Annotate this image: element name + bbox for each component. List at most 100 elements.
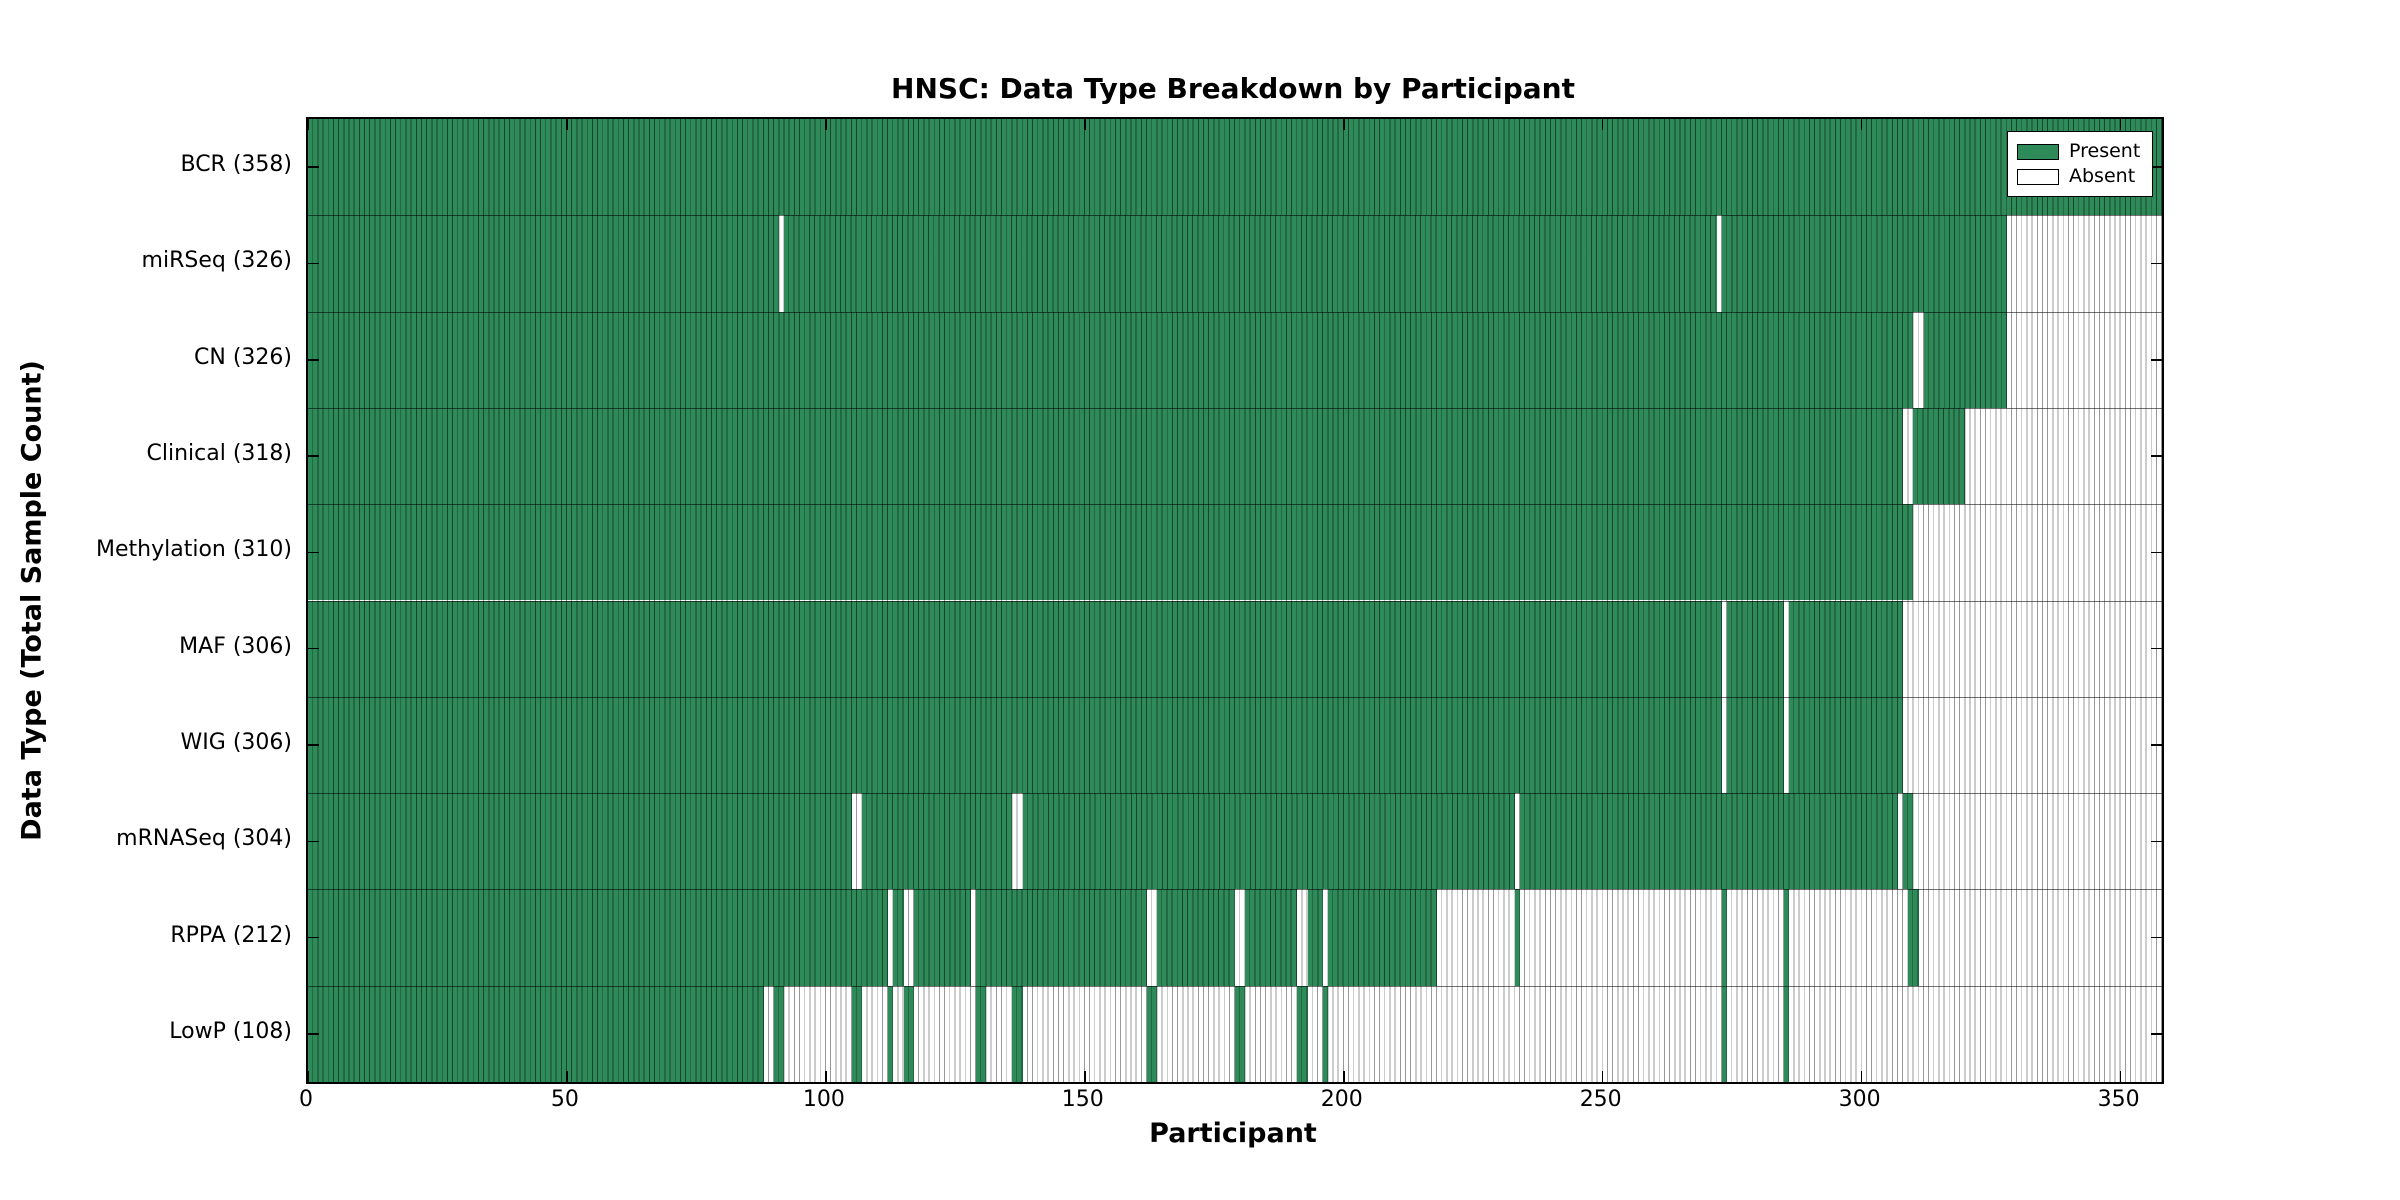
y-tick-label: LowP (108) (169, 1018, 292, 1044)
x-tick-label: 350 (2097, 1087, 2140, 1112)
y-tick-left (308, 455, 319, 457)
y-tick-label: BCR (358) (180, 152, 292, 178)
x-tick-label: 0 (299, 1087, 313, 1112)
y-tick-left (308, 647, 319, 650)
plot-area: Present Absent (306, 117, 2164, 1084)
x-tick-bottom (1343, 1071, 1345, 1082)
present-segment (1519, 793, 1898, 890)
present-segment (308, 985, 764, 1082)
present-segment (888, 985, 894, 1082)
present-segment (976, 985, 987, 1082)
y-tick-label: miRSeq (326) (141, 248, 292, 274)
present-segment (1323, 985, 1329, 1082)
y-tick-right (2151, 647, 2162, 650)
x-axis-label: Participant (1149, 1118, 1317, 1149)
legend: Present Absent (2007, 131, 2153, 197)
x-tick-label: 200 (1320, 1087, 1363, 1112)
y-tick-right (2151, 359, 2162, 361)
y-tick-label: CN (326) (194, 344, 292, 370)
present-segment (1726, 600, 1784, 697)
y-tick-right (2151, 262, 2162, 265)
legend-label-absent: Absent (2069, 165, 2136, 187)
present-segment (308, 119, 2162, 216)
x-tick-top (1601, 119, 1604, 130)
legend-swatch-absent-icon (2017, 168, 2059, 185)
present-segment (1923, 311, 2007, 408)
x-tick-bottom (2119, 1071, 2122, 1082)
present-segment (1235, 985, 1246, 1082)
y-tick-label: Clinical (318) (146, 441, 292, 466)
y-tick-right (2151, 936, 2162, 939)
present-segment (1908, 889, 1919, 986)
y-tick-left (308, 840, 319, 842)
x-tick-top (1860, 119, 1863, 130)
present-segment (913, 889, 971, 986)
present-segment (308, 600, 1722, 697)
present-segment (903, 985, 914, 1082)
present-segment (308, 311, 1914, 408)
present-segment (1514, 889, 1520, 986)
present-segment (1783, 985, 1790, 1082)
y-tick-left (308, 262, 319, 265)
x-tick-top (1343, 119, 1345, 130)
legend-entry-present: Present (2017, 139, 2142, 164)
present-segment (1721, 889, 1727, 986)
present-segment (1157, 889, 1235, 986)
y-tick-left (308, 1033, 319, 1035)
present-segment (308, 793, 852, 890)
y-tick-left (308, 744, 319, 746)
x-tick-top (825, 119, 827, 130)
present-segment (862, 793, 1013, 890)
y-tick-left (308, 359, 319, 361)
row-separator (308, 407, 2162, 409)
y-tick-left (308, 936, 319, 939)
present-segment (1328, 889, 1437, 986)
row-separator (308, 985, 2162, 987)
y-tick-left (308, 551, 319, 554)
row-separator (308, 889, 2162, 891)
present-segment (1721, 985, 1727, 1082)
x-tick-bottom (566, 1071, 568, 1082)
y-tick-label: WIG (306) (180, 729, 292, 755)
y-tick-label: RPPA (212) (170, 922, 292, 948)
y-tick-right (2151, 840, 2162, 842)
present-segment (1721, 215, 2007, 312)
x-tick-bottom (307, 1071, 309, 1082)
y-tick-right (2151, 551, 2162, 554)
present-segment (1913, 407, 1966, 505)
present-segment (308, 889, 889, 986)
present-segment (1012, 985, 1023, 1082)
x-tick-bottom (1860, 1071, 1863, 1082)
chart-title: HNSC: Data Type Breakdown by Participant (891, 72, 1575, 105)
legend-entry-absent: Absent (2017, 164, 2142, 189)
x-tick-top (2119, 119, 2122, 130)
x-tick-top (307, 119, 309, 130)
present-segment (976, 889, 1147, 986)
y-tick-label: Methylation (310) (96, 537, 292, 563)
y-tick-right (2151, 166, 2162, 168)
present-segment (1726, 696, 1784, 794)
x-tick-label: 250 (1579, 1087, 1622, 1112)
y-tick-right (2151, 455, 2162, 457)
row-separator (308, 504, 2162, 506)
present-segment (1146, 985, 1158, 1082)
present-segment (308, 407, 1904, 505)
row-separator (308, 311, 2162, 313)
row-separator (308, 215, 2162, 217)
x-tick-bottom (825, 1071, 827, 1082)
y-tick-right (2151, 1033, 2162, 1035)
present-segment (1307, 889, 1324, 986)
legend-label-present: Present (2069, 140, 2141, 162)
present-segment (784, 215, 1717, 312)
row-separator (308, 600, 2162, 602)
present-segment (1789, 696, 1904, 794)
x-tick-top (566, 119, 568, 130)
present-segment (851, 985, 863, 1082)
x-tick-label: 300 (1838, 1087, 1881, 1112)
x-tick-top (1084, 119, 1086, 130)
y-axis-label: Data Type (Total Sample Count) (16, 360, 48, 841)
row-separator (308, 696, 2162, 698)
x-tick-bottom (1084, 1071, 1086, 1082)
present-segment (1245, 889, 1298, 986)
